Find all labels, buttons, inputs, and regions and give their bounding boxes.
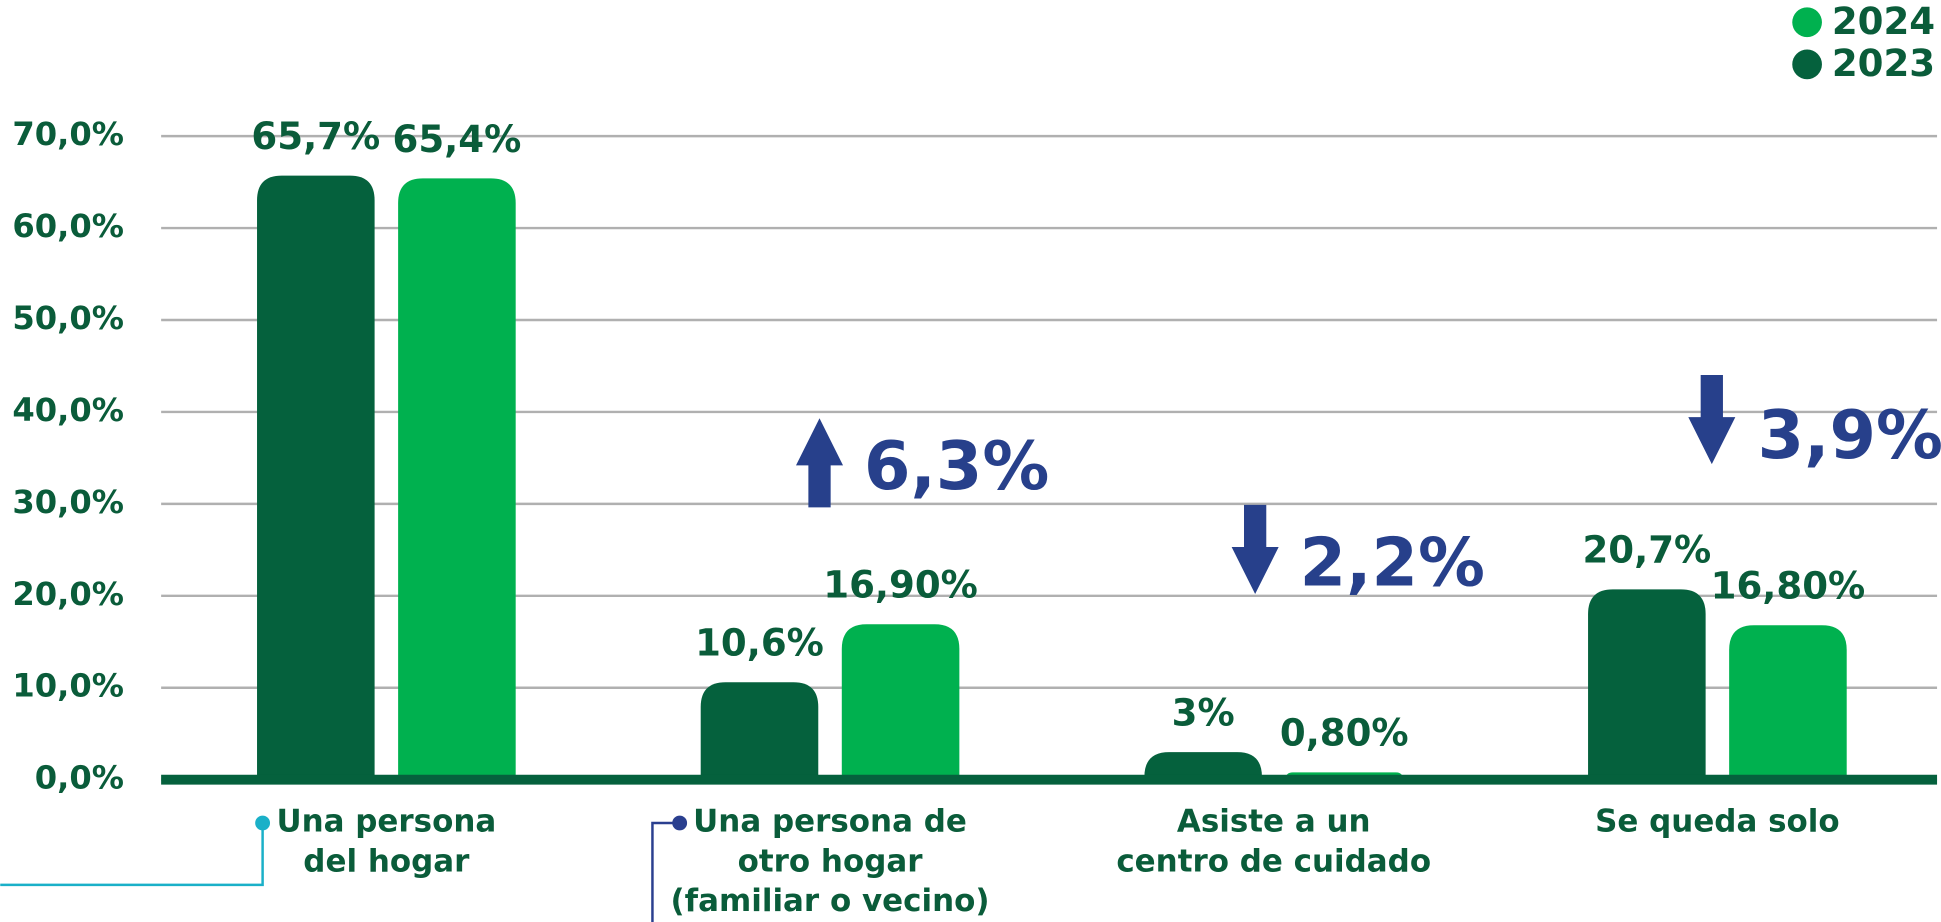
value-label: 0,80% — [1280, 712, 1409, 755]
x-tick-label-box: Una persona de otro hogar (familiar o ve… — [670, 803, 990, 919]
x-tick-label-box: Asiste a un centro de cuidado — [1116, 803, 1432, 879]
annotation: 6,3% — [864, 427, 1049, 505]
legend-swatch — [1792, 49, 1822, 80]
bar — [1729, 625, 1847, 780]
value-label: 16,80% — [1711, 565, 1866, 608]
x-tick-label: Una persona de otro hogar (familiar o ve… — [670, 803, 990, 919]
value-label: 10,6% — [695, 622, 824, 665]
connector-dot — [255, 815, 271, 831]
bar — [700, 682, 819, 780]
y-tick-label: 0,0% — [35, 759, 124, 797]
annotation-arrow — [796, 418, 844, 508]
x-tick-label: Asiste a un centro de cuidado — [1116, 803, 1432, 879]
connector-dot — [672, 815, 688, 831]
connector — [0, 822, 264, 887]
x-tick-label: Una persona del hogar — [276, 803, 497, 879]
annotation: 2,2% — [1300, 523, 1485, 601]
x-tick-label-box: Una persona del hogar — [276, 803, 497, 879]
legend-label: 2024 — [1832, 0, 1935, 43]
bar — [257, 175, 375, 780]
value-label: 65,7% — [251, 115, 380, 158]
annotation: 3,9% — [1758, 396, 1941, 474]
value-label: 16,90% — [823, 564, 978, 607]
y-tick-label: 70,0% — [12, 115, 124, 153]
y-tick-label: 30,0% — [12, 483, 124, 521]
annotation-arrow — [1688, 374, 1736, 465]
bar — [841, 624, 960, 780]
value-label: 3% — [1172, 691, 1235, 734]
x-tick-label-box: Se queda solo — [1595, 803, 1840, 840]
y-tick-label: 50,0% — [12, 299, 124, 337]
y-tick-label: 60,0% — [12, 207, 124, 245]
y-tick-label: 10,0% — [12, 667, 124, 705]
legend-swatch — [1792, 7, 1822, 38]
connector — [651, 821, 680, 922]
legend-label: 2023 — [1832, 42, 1935, 85]
annotation-arrow — [1231, 504, 1279, 595]
y-tick-label: 40,0% — [12, 391, 124, 429]
value-label: 65,4% — [393, 118, 522, 161]
bar — [1588, 589, 1706, 780]
x-tick-label: Se queda solo — [1595, 803, 1840, 840]
bar — [398, 178, 516, 780]
bar — [1144, 752, 1262, 780]
value-label: 20,7% — [1582, 529, 1711, 572]
y-tick-label: 20,0% — [12, 575, 124, 613]
